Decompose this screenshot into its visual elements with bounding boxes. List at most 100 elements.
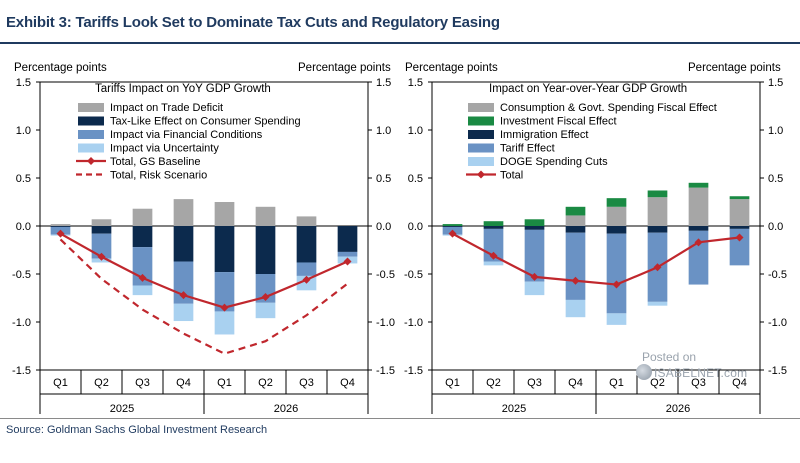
bar-segment [255,302,276,319]
legend-swatch [78,130,104,139]
legend-swatch [468,143,494,153]
bar-segment [647,301,668,306]
y-tick-label-right: 1.5 [376,77,391,89]
legend-marker [477,170,485,179]
x-tick-label: Q3 [135,377,150,389]
y-tick-label-right: 1.0 [376,125,391,137]
y-tick-label-left: 1.5 [16,77,31,89]
y-tick-label-left: 0.5 [408,173,423,185]
bar-segment [565,232,586,300]
legend-label: Consumption & Govt. Spending Fiscal Effe… [500,102,717,114]
legend-swatch [78,143,104,153]
bar-segment [524,229,545,282]
y-tick-label-right: -1.0 [376,317,395,329]
bar-segment [132,208,153,226]
bar-segment [524,226,545,230]
bar-segment [483,221,504,226]
line-marker [694,238,703,247]
legend-label: Impact via Financial Conditions [110,129,263,141]
globe-icon [636,364,652,380]
chart-tariffs-impact: 1.5 1.5 1.0 1.0 0.5 0.5 0.0 0.0 -0.5 -0.5 -1.0 -1.0… [12,62,395,415]
line-marker [97,252,106,261]
bar-segment [91,226,112,234]
bar-segment [337,226,358,252]
bar-segment [606,206,627,226]
y-axis-title-right: Percentage points [688,62,781,74]
bar-segment [50,224,71,226]
legend-swatch [468,116,494,126]
y-tick-label-right: 0.0 [376,221,391,233]
legend-label: Investment Fiscal Effect [500,116,617,128]
bar-segment [524,281,545,296]
series-line [59,232,348,309]
legend-label: Tax-Like Effect on Consumer Spending [110,116,301,128]
line-marker [530,272,539,281]
source-note: Source: Goldman Sachs Global Investment … [6,424,268,436]
y-tick-label-right: 1.0 [768,125,783,137]
legend-label: Immigration Effect [500,129,588,141]
bar-segment [214,202,235,226]
line-marker [56,229,65,238]
bar-segment [565,206,586,216]
year-label: 2026 [666,403,690,415]
line-marker [179,291,188,300]
bar-segment [132,226,153,248]
bar-segment [647,190,668,198]
bar-segment [173,226,194,262]
line-marker [612,280,621,289]
x-tick-label: Q2 [486,377,501,389]
y-tick-label-left: -1.5 [404,365,423,377]
legend-swatch [468,103,494,112]
y-tick-label-right: 0.5 [376,173,391,185]
x-tick-label: Q2 [650,377,665,389]
y-tick-label-right: 0.0 [768,221,783,233]
bar-segment [565,299,586,318]
line-marker [653,263,662,272]
legend-swatch [468,130,494,139]
bar-segment [688,187,709,226]
legend-swatch [78,116,104,126]
line-marker [489,251,498,260]
x-tick-label: Q4 [176,377,191,389]
x-tick-label: Q3 [527,377,542,389]
line-marker [261,293,270,302]
y-axis-title-left: Percentage points [405,62,498,74]
chart-title: Tariffs Impact on YoY GDP Growth [95,83,271,95]
bar-segment [91,219,112,226]
bar-segment [442,226,463,227]
bar-segment [729,226,750,229]
y-tick-label-right: -1.5 [768,365,787,377]
bar-segment [483,226,504,229]
year-label: 2025 [502,403,526,415]
y-tick-label-left: 0.0 [16,221,31,233]
bar-segment [688,226,709,231]
y-axis-title-right: Percentage points [298,62,391,74]
x-tick-label: Q3 [691,377,706,389]
bar-segment [606,233,627,314]
bar-segment [296,262,317,276]
legend-label: Total [500,170,523,182]
bar-segment [606,198,627,207]
bar-segment [647,226,668,233]
bar-segment [337,251,358,257]
legend-label: Tariff Effect [500,143,555,155]
watermark-posted-on: Posted on [642,350,697,364]
line-marker [448,229,457,238]
chart-yoy-gdp-impact: 1.5 1.5 1.0 1.0 0.5 0.5 0.0 0.0 -0.5 -0.5 -1.0 -1.0… [404,62,787,415]
y-tick-label-right: -1.5 [376,365,395,377]
bar-segment [296,226,317,263]
bar-segment [255,206,276,226]
bar-segment [606,226,627,234]
line-marker [302,275,311,284]
x-tick-label: Q1 [217,377,232,389]
year-label: 2026 [274,403,298,415]
x-tick-label: Q4 [732,377,747,389]
series-line-dashed [59,238,349,355]
bar-segment [729,199,750,226]
bar-segment [214,272,235,312]
line-marker [220,303,229,312]
bar-segment [296,216,317,226]
bar-segment [565,226,586,233]
bar-segment [483,261,504,266]
y-tick-label-left: 0.0 [408,221,423,233]
